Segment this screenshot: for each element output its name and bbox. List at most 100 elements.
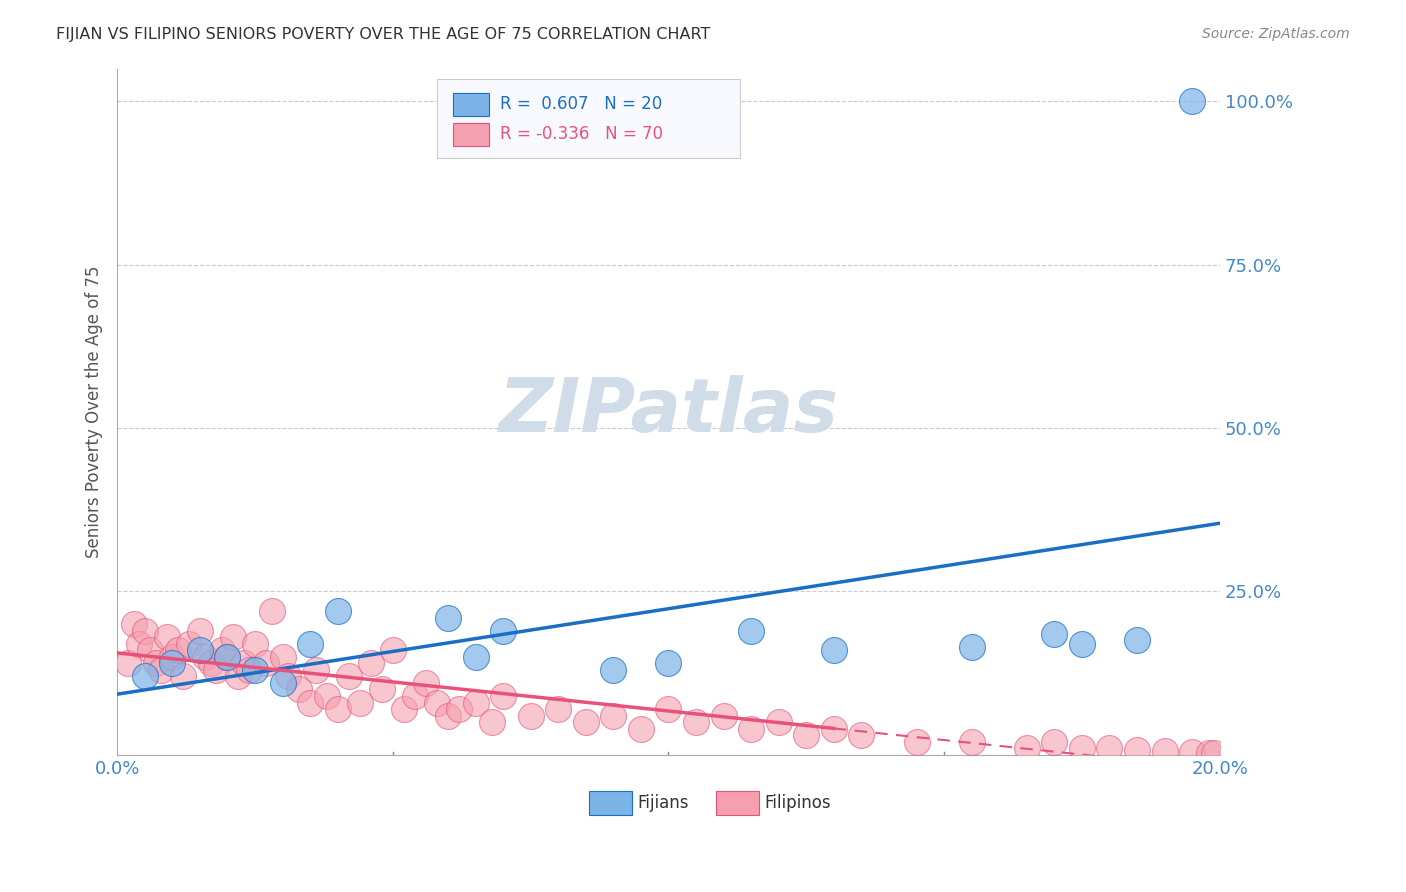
FancyBboxPatch shape bbox=[454, 123, 489, 146]
Point bbox=[315, 689, 337, 703]
Point bbox=[194, 649, 217, 664]
Point bbox=[211, 643, 233, 657]
Point bbox=[128, 637, 150, 651]
Point bbox=[464, 649, 486, 664]
Point bbox=[602, 663, 624, 677]
Point bbox=[1181, 94, 1204, 108]
Point bbox=[150, 663, 173, 677]
Point bbox=[447, 702, 470, 716]
Point bbox=[162, 649, 184, 664]
Point bbox=[177, 637, 200, 651]
Point bbox=[134, 669, 156, 683]
Point bbox=[492, 689, 515, 703]
Point bbox=[1198, 746, 1220, 760]
Point bbox=[349, 696, 371, 710]
Point bbox=[740, 722, 762, 736]
Point bbox=[768, 715, 790, 730]
Point bbox=[271, 649, 294, 664]
Point bbox=[404, 689, 426, 703]
Point bbox=[1153, 744, 1175, 758]
Point bbox=[271, 676, 294, 690]
Point bbox=[657, 702, 679, 716]
Point bbox=[299, 696, 322, 710]
Point bbox=[547, 702, 569, 716]
Point bbox=[117, 657, 139, 671]
Point bbox=[1181, 745, 1204, 759]
Point bbox=[162, 657, 184, 671]
FancyBboxPatch shape bbox=[454, 93, 489, 116]
Point bbox=[222, 630, 245, 644]
Point bbox=[277, 669, 299, 683]
Point bbox=[740, 624, 762, 638]
Text: ZIPatlas: ZIPatlas bbox=[499, 376, 838, 448]
Point bbox=[1043, 735, 1066, 749]
Y-axis label: Seniors Poverty Over the Age of 75: Seniors Poverty Over the Age of 75 bbox=[86, 266, 103, 558]
Point bbox=[156, 630, 179, 644]
Point bbox=[304, 663, 326, 677]
Point bbox=[1098, 741, 1121, 756]
Point bbox=[1126, 633, 1149, 648]
Point bbox=[1043, 627, 1066, 641]
Point bbox=[139, 643, 162, 657]
Point bbox=[519, 708, 541, 723]
Point bbox=[337, 669, 360, 683]
Point bbox=[1126, 742, 1149, 756]
Point bbox=[188, 624, 211, 638]
Point bbox=[657, 657, 679, 671]
Point bbox=[794, 728, 817, 742]
Point bbox=[426, 696, 449, 710]
Point bbox=[851, 728, 873, 742]
Point bbox=[134, 624, 156, 638]
Point bbox=[464, 696, 486, 710]
Point bbox=[217, 649, 239, 664]
Point bbox=[1070, 637, 1092, 651]
Point bbox=[823, 643, 845, 657]
Point bbox=[254, 657, 277, 671]
Text: R =  0.607   N = 20: R = 0.607 N = 20 bbox=[499, 95, 662, 113]
FancyBboxPatch shape bbox=[716, 791, 759, 814]
Point bbox=[381, 643, 404, 657]
FancyBboxPatch shape bbox=[589, 791, 633, 814]
FancyBboxPatch shape bbox=[437, 78, 740, 158]
Text: Filipinos: Filipinos bbox=[765, 794, 831, 812]
Point bbox=[481, 715, 503, 730]
Point bbox=[122, 617, 145, 632]
Point bbox=[685, 715, 707, 730]
Point bbox=[243, 637, 266, 651]
Point bbox=[575, 715, 598, 730]
Point bbox=[166, 643, 188, 657]
Point bbox=[188, 643, 211, 657]
Point bbox=[233, 657, 256, 671]
Point bbox=[713, 708, 735, 723]
Point bbox=[360, 657, 382, 671]
Point bbox=[415, 676, 437, 690]
Point bbox=[260, 604, 283, 618]
Point bbox=[299, 637, 322, 651]
Point bbox=[172, 669, 194, 683]
Text: Source: ZipAtlas.com: Source: ZipAtlas.com bbox=[1202, 27, 1350, 41]
Point bbox=[200, 657, 222, 671]
Point bbox=[960, 640, 983, 654]
Point bbox=[437, 708, 460, 723]
Point bbox=[238, 663, 260, 677]
Point bbox=[217, 649, 239, 664]
Point bbox=[145, 657, 167, 671]
Point bbox=[1070, 741, 1092, 756]
Point bbox=[823, 722, 845, 736]
Point bbox=[392, 702, 415, 716]
Point bbox=[326, 604, 349, 618]
Point bbox=[326, 702, 349, 716]
Point bbox=[905, 735, 928, 749]
Point bbox=[492, 624, 515, 638]
Point bbox=[205, 663, 228, 677]
Point bbox=[1015, 741, 1038, 756]
Text: R = -0.336   N = 70: R = -0.336 N = 70 bbox=[499, 126, 662, 144]
Point bbox=[1204, 747, 1226, 761]
Point bbox=[228, 669, 250, 683]
Point bbox=[437, 610, 460, 624]
Point bbox=[630, 722, 652, 736]
Point bbox=[602, 708, 624, 723]
Point bbox=[288, 682, 311, 697]
Point bbox=[371, 682, 394, 697]
Text: Fijians: Fijians bbox=[637, 794, 689, 812]
